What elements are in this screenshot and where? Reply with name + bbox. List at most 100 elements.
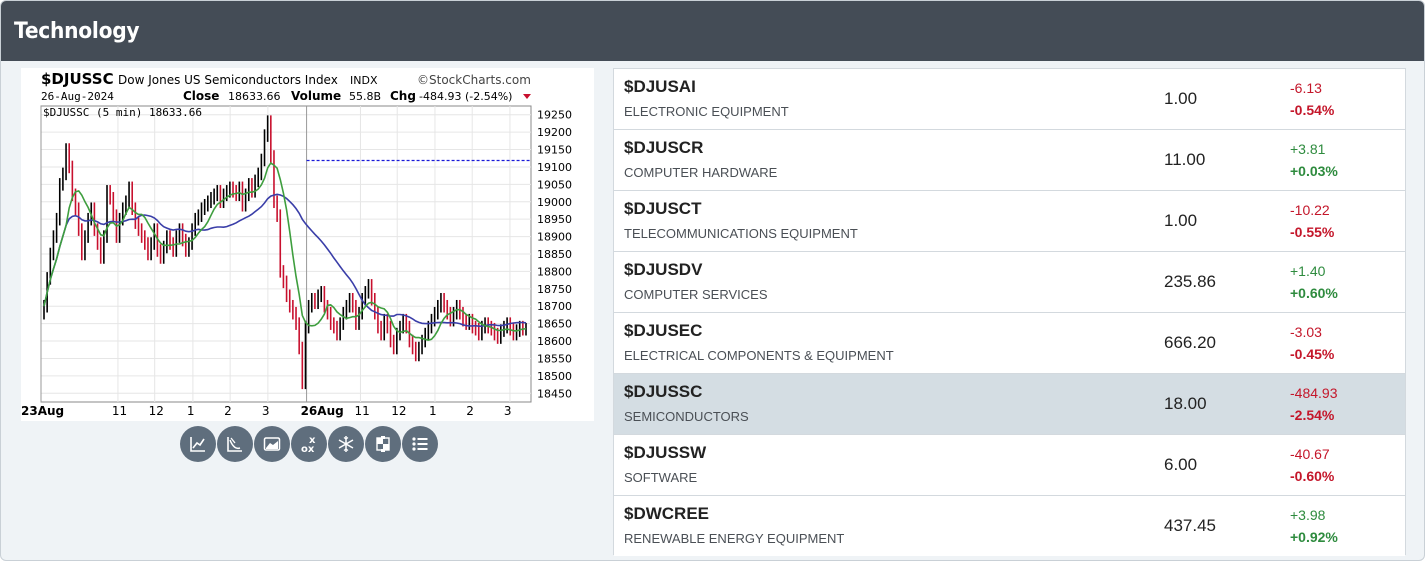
seasonality-icon: [227, 437, 242, 452]
y-tick-label: 18850: [537, 248, 572, 261]
grid: [40, 106, 531, 402]
y-tick-label: 18750: [537, 283, 572, 296]
snowflake-button[interactable]: [328, 426, 364, 462]
table-row[interactable]: $DJUSAI ELECTRONIC EQUIPMENT 1.00 -6.13 …: [614, 69, 1405, 130]
volume-value: 55.8B: [349, 90, 381, 103]
down-arrow-icon: [523, 94, 531, 99]
row-description: ELECTRICAL COMPONENTS & EQUIPMENT: [624, 348, 894, 363]
row-symbol[interactable]: $DJUSSW: [624, 443, 707, 462]
row-description: SEMICONDUCTORS: [624, 409, 749, 424]
row-symbol[interactable]: $DWCREE: [624, 504, 710, 523]
x-tick-label: 23Aug: [21, 404, 64, 418]
table-row[interactable]: $DJUSSW SOFTWARE 6.00 -40.67 -0.60%: [614, 435, 1405, 496]
row-description: COMPUTER SERVICES: [624, 287, 768, 302]
row-change: +1.40: [1290, 263, 1326, 279]
y-tick-label: 19100: [537, 161, 572, 174]
chart-index-name: Dow Jones US Semiconductors Index: [118, 73, 338, 87]
price-chart[interactable]: 19250 19200 19150 19100 19050 19000 18950 18900…: [21, 68, 594, 421]
chg-value: -484.93 (-2.54%): [419, 90, 512, 103]
candles: [43, 115, 527, 390]
area-chart-icon: [263, 437, 281, 451]
row-symbol[interactable]: $DJUSAI: [624, 77, 696, 96]
y-tick-label: 18800: [537, 265, 572, 278]
y-tick-label: 19050: [537, 178, 572, 191]
row-symbol[interactable]: $DJUSCT: [624, 199, 702, 218]
table-row[interactable]: $DJUSEC ELECTRICAL COMPONENTS & EQUIPMEN…: [614, 313, 1405, 374]
y-tick-label: 18900: [537, 231, 572, 244]
row-change: +3.98: [1290, 507, 1326, 523]
row-price: 235.86: [1164, 272, 1216, 291]
y-tick-label: 18700: [537, 300, 572, 313]
panel-header: Technology: [1, 1, 1424, 61]
table-row[interactable]: $DJUSDV COMPUTER SERVICES 235.86 +1.40 +…: [614, 252, 1405, 313]
row-price: 437.45: [1164, 516, 1216, 535]
svg-text:ox: ox: [301, 444, 315, 455]
checkered-button[interactable]: [365, 426, 401, 462]
x-tick-label: 26Aug: [301, 404, 344, 418]
row-change: +3.81: [1290, 141, 1326, 157]
row-percent-change: -0.45%: [1290, 346, 1335, 362]
checkered-icon: [376, 436, 390, 452]
row-description: TELECOMMUNICATIONS EQUIPMENT: [624, 226, 858, 241]
row-description: ELECTRONIC EQUIPMENT: [624, 104, 789, 119]
row-price: 666.20: [1164, 333, 1216, 352]
point-and-figure-button[interactable]: x ox: [291, 426, 327, 462]
row-percent-change: -0.55%: [1290, 224, 1335, 240]
chart-symbol: $DJUSSC: [41, 70, 114, 88]
row-change: -3.03: [1290, 324, 1322, 340]
line-chart-button[interactable]: [180, 426, 216, 462]
close-value: 18633.66: [228, 90, 281, 103]
y-tick-label: 18650: [537, 318, 572, 331]
svg-text:x: x: [309, 435, 316, 446]
y-tick-label: 18450: [537, 387, 572, 400]
row-price: 1.00: [1164, 89, 1198, 108]
x-tick-label: 2: [466, 404, 474, 418]
x-tick-label: 3: [504, 404, 512, 418]
point-and-figure-icon: x ox: [301, 435, 316, 455]
y-tick-label: 19200: [537, 126, 572, 139]
table-row[interactable]: $DJUSCT TELECOMMUNICATIONS EQUIPMENT 1.0…: [614, 191, 1405, 252]
table-row[interactable]: $DJUSCR COMPUTER HARDWARE 11.00 +3.81 +0…: [614, 130, 1405, 191]
row-change: -10.22: [1290, 202, 1330, 218]
row-price: 1.00: [1164, 211, 1198, 230]
row-description: SOFTWARE: [624, 470, 698, 485]
y-tick-label: 19150: [537, 144, 572, 157]
table-row[interactable]: $DJUSSC SEMICONDUCTORS 18.00 -484.93 -2.…: [614, 374, 1405, 435]
row-symbol[interactable]: $DJUSCR: [624, 138, 704, 157]
row-percent-change: +0.03%: [1290, 163, 1338, 179]
row-symbol[interactable]: $DJUSEC: [624, 321, 703, 340]
row-change: -6.13: [1290, 80, 1322, 96]
chart-svg: 19250 19200 19150 19100 19050 19000 18950 18900…: [21, 70, 572, 418]
list-icon: [412, 437, 428, 451]
y-tick-label: 18600: [537, 335, 572, 348]
seasonality-button[interactable]: [217, 426, 253, 462]
table-row[interactable]: $DWCREE RENEWABLE ENERGY EQUIPMENT 437.4…: [614, 496, 1405, 556]
x-tick-label: 11: [112, 404, 127, 418]
row-percent-change: -0.54%: [1290, 102, 1335, 118]
x-tick-label: 3: [262, 404, 270, 418]
x-tick-label: 1: [187, 404, 195, 418]
row-price: 11.00: [1164, 150, 1206, 169]
y-axis-ticks: 19250 19200 19150 19100 19050 19000 18950 18900…: [537, 109, 572, 401]
row-percent-change: +0.92%: [1290, 529, 1338, 545]
chart-exchange: INDX: [350, 74, 378, 87]
y-tick-label: 18950: [537, 213, 572, 226]
x-tick-label: 1: [429, 404, 437, 418]
chart-type-toolbar: x ox: [180, 426, 438, 462]
row-symbol[interactable]: $DJUSSC: [624, 382, 703, 401]
area-chart-button[interactable]: [254, 426, 290, 462]
ma-short-line: [43, 161, 527, 342]
close-label: Close: [183, 89, 219, 103]
row-description: RENEWABLE ENERGY EQUIPMENT: [624, 531, 845, 546]
row-price: 18.00: [1164, 394, 1207, 413]
row-symbol[interactable]: $DJUSDV: [624, 260, 703, 279]
chart-watermark: ©StockCharts.com: [417, 73, 531, 87]
volume-label: Volume: [291, 89, 341, 103]
y-tick-label: 18500: [537, 370, 572, 383]
list-button[interactable]: [402, 426, 438, 462]
snowflake-icon: [338, 436, 354, 452]
row-percent-change: -0.60%: [1290, 468, 1335, 484]
row-price: 6.00: [1164, 455, 1198, 474]
row-percent-change: -2.54%: [1290, 407, 1335, 423]
